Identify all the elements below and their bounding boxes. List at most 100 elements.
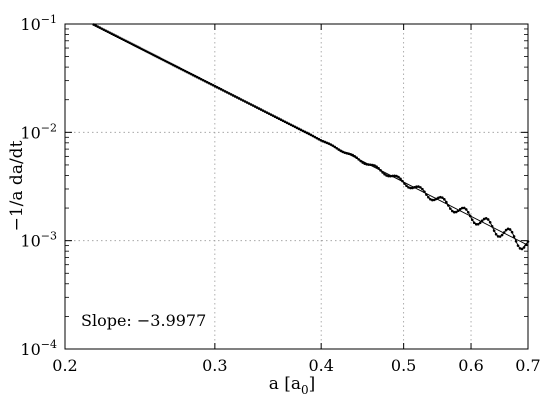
data-point (391, 174, 394, 178)
data-point (196, 75, 199, 79)
data-point (239, 98, 243, 101)
data-point (449, 207, 452, 210)
data-point (271, 114, 275, 117)
data-point (301, 129, 305, 133)
data-point (176, 65, 179, 69)
data-point (120, 37, 123, 41)
data-point (478, 221, 482, 225)
data-point (289, 123, 293, 127)
data-point (345, 151, 349, 155)
data-point (480, 219, 484, 223)
data-point (205, 80, 209, 84)
data-point (245, 101, 249, 104)
data-point (482, 217, 486, 221)
data-point (359, 159, 362, 163)
y-tick-label: 10−3 (20, 230, 57, 251)
data-point (249, 103, 253, 106)
data-point (313, 135, 317, 139)
data-point (265, 111, 269, 114)
data-point (367, 163, 370, 166)
data-point (325, 141, 329, 145)
data-point (211, 84, 215, 87)
data-point (221, 89, 225, 92)
data-point (299, 128, 303, 132)
data-point (439, 195, 442, 199)
data-point (190, 72, 193, 76)
data-point (279, 118, 283, 122)
data-point (429, 197, 432, 201)
data-point (506, 227, 510, 231)
data-point (309, 133, 313, 137)
data-point (498, 235, 502, 238)
data-point (419, 186, 422, 189)
data-point (255, 106, 259, 109)
data-point (285, 121, 289, 125)
data-point (132, 43, 135, 47)
data-point (413, 186, 416, 189)
data-point (365, 163, 368, 166)
data-point (423, 190, 426, 193)
data-point (102, 28, 105, 31)
data-point (293, 125, 297, 129)
data-point (323, 140, 327, 144)
data-point (229, 93, 233, 96)
data-point (490, 225, 494, 228)
data-point (273, 115, 277, 118)
x-tick-label: 0.2 (52, 356, 77, 375)
data-point (166, 60, 169, 64)
data-point (184, 69, 187, 73)
data-point (427, 196, 430, 199)
data-point (281, 119, 285, 123)
data-point (112, 33, 115, 36)
data-point (160, 57, 163, 61)
data-point (118, 36, 121, 40)
x-tick-label: 0.4 (308, 356, 333, 375)
data-point (347, 152, 351, 155)
data-point (128, 41, 131, 45)
data-point (409, 186, 412, 190)
data-point (104, 29, 107, 32)
data-point (456, 209, 460, 213)
data-point (215, 86, 219, 89)
data-point (331, 144, 335, 147)
data-point (508, 228, 512, 231)
data-point (267, 112, 271, 115)
data-point (227, 92, 231, 95)
data-point (174, 64, 177, 68)
data-point (484, 217, 488, 220)
data-point (156, 55, 159, 59)
data-point (488, 220, 492, 224)
data-point (203, 79, 207, 83)
y-tick-labels: 10−4 10−3 10−2 10−1 (20, 13, 57, 359)
data-point (287, 122, 291, 126)
data-point (162, 58, 165, 62)
x-axis-label-subscript: 0 (301, 383, 309, 397)
data-point (114, 34, 117, 38)
data-point (100, 27, 103, 30)
data-point (462, 206, 466, 210)
data-point (106, 30, 109, 33)
grid (65, 24, 528, 349)
data-point (373, 164, 376, 167)
data-point (466, 210, 470, 214)
data-point (182, 68, 185, 72)
data-point (277, 117, 281, 121)
data-point (329, 143, 333, 146)
data-point (415, 185, 418, 189)
data-point (198, 76, 201, 80)
data-point (381, 171, 384, 174)
data-point (496, 235, 500, 238)
data-point (321, 139, 325, 143)
data-point (231, 94, 235, 97)
x-tick-labels: 0.2 0.3 0.4 0.5 0.6 0.7 (52, 356, 540, 375)
data-point (514, 239, 518, 243)
data-point (142, 48, 145, 52)
data-point (385, 174, 388, 177)
data-point (257, 107, 261, 110)
data-point (383, 172, 386, 176)
data-point (451, 209, 454, 213)
data-point (454, 210, 458, 214)
data-point (512, 235, 516, 238)
data-point (219, 88, 223, 91)
